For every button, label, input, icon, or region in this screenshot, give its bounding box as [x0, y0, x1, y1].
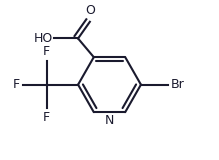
Text: F: F [43, 111, 50, 124]
Text: N: N [105, 115, 114, 128]
Text: Br: Br [170, 78, 184, 91]
Text: F: F [43, 45, 50, 58]
Text: HO: HO [33, 32, 53, 45]
Text: O: O [85, 4, 95, 17]
Text: F: F [13, 78, 20, 91]
